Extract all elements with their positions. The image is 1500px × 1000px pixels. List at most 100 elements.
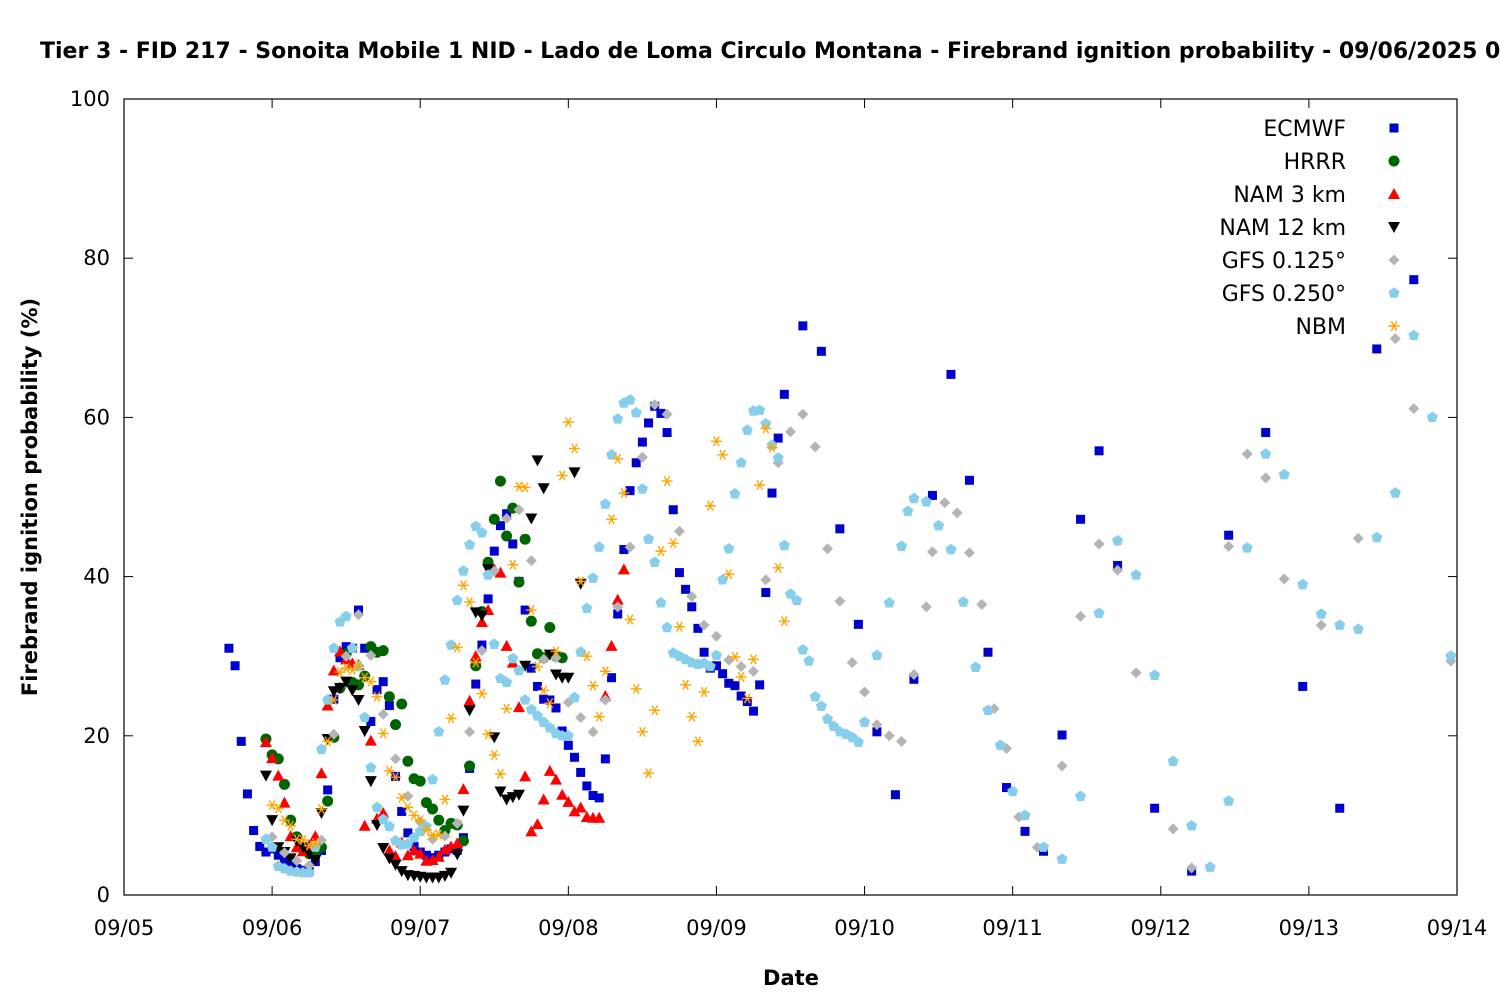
legend-marker <box>1389 123 1399 133</box>
data-point <box>735 661 747 673</box>
data-point <box>680 679 692 690</box>
data-point <box>309 838 321 849</box>
data-point <box>526 663 536 673</box>
data-point <box>549 773 562 785</box>
chart-title: Tier 3 - FID 217 - Sonoita Mobile 1 NID … <box>40 39 1500 64</box>
data-point <box>321 733 334 745</box>
legend-label: ECMWF <box>1263 117 1346 142</box>
data-point <box>377 645 389 657</box>
data-point <box>846 657 858 669</box>
data-point <box>1409 275 1419 285</box>
x-tick-label: 09/08 <box>538 916 599 940</box>
data-point <box>1094 446 1104 456</box>
data-point <box>1167 823 1179 835</box>
data-point <box>537 793 550 805</box>
x-tick-label: 09/13 <box>1279 916 1340 940</box>
data-point <box>463 705 476 717</box>
data-point <box>1260 472 1272 484</box>
data-point <box>384 701 394 711</box>
y-tick-label: 20 <box>83 724 110 748</box>
data-point <box>352 694 365 706</box>
data-point <box>957 596 969 607</box>
data-point <box>471 679 481 689</box>
data-point <box>835 524 845 534</box>
data-point <box>519 533 531 545</box>
data-point <box>1297 578 1309 590</box>
data-point <box>624 614 636 625</box>
data-point <box>649 556 661 567</box>
data-point <box>278 796 291 808</box>
data-point <box>383 820 395 832</box>
x-tick-label: 09/11 <box>982 916 1043 940</box>
data-point <box>340 610 352 622</box>
data-point <box>390 753 402 765</box>
data-point <box>285 820 297 831</box>
data-point <box>433 814 445 826</box>
data-point <box>451 817 463 829</box>
data-point <box>871 649 883 661</box>
legend-label: NAM 12 km <box>1219 216 1346 241</box>
data-point <box>600 754 610 764</box>
data-point <box>588 791 598 800</box>
data-point <box>636 451 648 463</box>
data-point <box>704 660 716 672</box>
data-point <box>476 527 488 538</box>
data-point <box>760 423 772 434</box>
data-point <box>494 786 507 798</box>
data-point <box>408 844 421 856</box>
data-point <box>519 694 531 705</box>
data-point <box>736 691 746 701</box>
data-point <box>483 594 493 604</box>
data-point <box>772 562 784 573</box>
data-point <box>673 621 685 632</box>
data-point <box>723 542 735 554</box>
data-point <box>327 686 340 698</box>
data-point <box>964 475 974 485</box>
data-point <box>309 854 322 866</box>
data-point <box>1389 487 1401 498</box>
data-point <box>495 521 505 531</box>
data-point <box>656 408 666 418</box>
data-point <box>1013 811 1025 823</box>
data-point <box>834 595 846 607</box>
data-point <box>687 602 697 612</box>
data-point <box>853 619 863 629</box>
data-point <box>717 449 729 460</box>
data-point <box>933 519 945 531</box>
data-point <box>828 720 840 731</box>
data-point <box>575 646 587 657</box>
data-point <box>482 569 494 580</box>
data-point <box>594 793 604 803</box>
data-point <box>464 596 476 608</box>
data-point <box>531 710 543 721</box>
data-point <box>501 703 513 714</box>
data-point <box>668 505 678 515</box>
data-point <box>772 452 784 463</box>
data-point <box>926 546 938 558</box>
legend-marker <box>1388 155 1400 167</box>
data-point <box>1056 853 1068 864</box>
data-point <box>1093 607 1105 618</box>
data-points <box>224 275 1457 884</box>
data-point <box>482 729 494 740</box>
data-point <box>494 475 506 487</box>
data-point <box>333 683 346 695</box>
data-point <box>549 669 562 681</box>
data-point <box>760 574 772 586</box>
plot-area-frame <box>123 98 1458 896</box>
legend-marker <box>1388 222 1400 233</box>
data-point <box>525 604 537 616</box>
data-point <box>266 841 278 852</box>
data-point <box>717 573 729 585</box>
data-point <box>711 661 721 671</box>
data-point <box>507 652 519 664</box>
data-point <box>766 442 778 453</box>
data-point <box>569 443 581 454</box>
data-point <box>710 649 722 661</box>
data-point <box>333 645 346 657</box>
data-point <box>570 752 580 762</box>
data-point <box>747 665 759 677</box>
data-point <box>420 824 432 835</box>
data-point <box>272 769 285 781</box>
